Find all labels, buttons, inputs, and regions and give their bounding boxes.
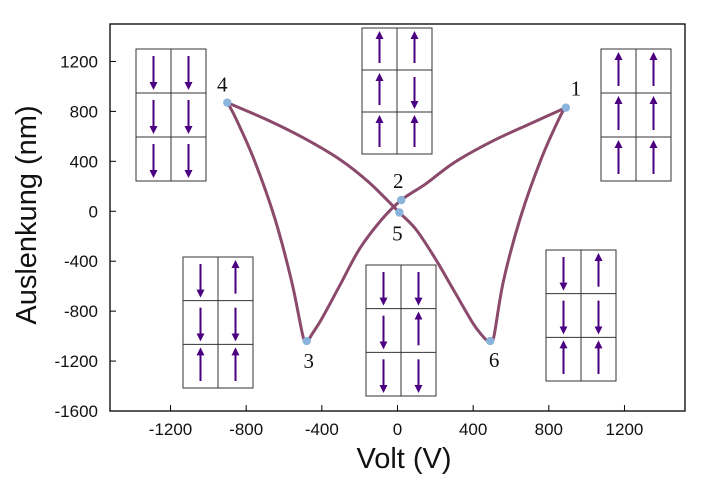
box-state-3 [182,256,254,389]
state-marker-6 [485,336,495,346]
x-tick-label: -1200 [149,420,192,439]
state-marker-5 [395,208,404,217]
state-marker-2 [397,195,406,205]
box-state-6 [545,249,617,382]
state-marker-1 [561,103,571,112]
box-state-5 [365,264,437,397]
y-tick-label: 0 [89,202,98,221]
state-marker-4 [223,98,232,107]
state-label-6: 6 [489,348,500,372]
y-tick-label: 400 [70,152,98,171]
state-marker-3 [302,336,311,346]
state-label-2: 2 [393,169,404,193]
x-tick-label: 0 [393,420,402,439]
x-axis-title: Volt (V) [356,443,451,475]
y-tick-label: -1600 [55,402,98,421]
x-tick-label: 400 [459,420,487,439]
y-tick-label: 800 [70,102,98,121]
y-tick-label: -800 [64,302,98,321]
state-label-4: 4 [217,73,228,97]
hysteresis-branch-1 [225,101,567,344]
y-tick-label: -400 [64,252,98,271]
state-label-5: 5 [392,222,403,246]
box-state-1 [600,48,672,182]
hysteresis-branch-2 [226,101,568,344]
state-label-3: 3 [303,349,314,373]
point-labels: 1 2 3 4 5 6 [217,73,581,373]
y-tick-label: 1200 [60,52,98,71]
x-tick-label: 1200 [606,420,644,439]
y-tick-label: -1200 [55,352,98,371]
box-state-4 [135,48,207,182]
box-state-2 [361,27,433,155]
domain-boxes [135,27,672,397]
x-tick-label: 800 [535,420,563,439]
curve-layer [225,101,568,344]
x-tick-label: -400 [305,420,339,439]
x-tick-label: -800 [229,420,263,439]
state-label-1: 1 [571,77,582,101]
y-axis-title: Auslenkung (nm) [11,105,43,324]
axis-ticks: -1200 -800 -400 0 400 800 1200 -1600 -1200 -800 -4… [55,52,644,439]
